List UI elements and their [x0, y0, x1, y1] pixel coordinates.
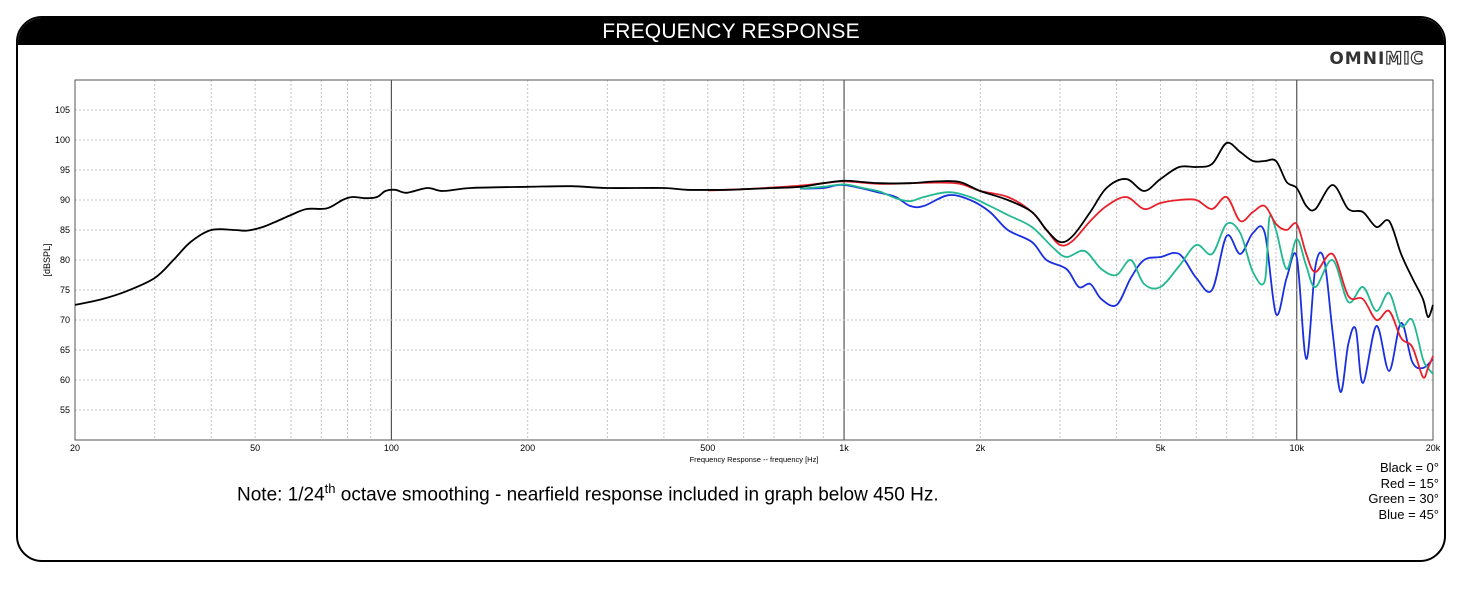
- y-tick-label: 75: [60, 285, 70, 295]
- y-axis-label: [dBSPL]: [42, 243, 52, 276]
- smoothing-note: Note: 1/24th octave smoothing - nearfiel…: [237, 481, 939, 506]
- series-line-black: [74, 141, 1434, 318]
- legend-item-blue: Blue = 45°: [1378, 506, 1440, 522]
- y-tick-label: 95: [60, 165, 70, 175]
- x-tick-label: 5k: [1156, 443, 1166, 453]
- note-prefix: Note: 1/24: [237, 484, 325, 506]
- x-tick-label: 200: [520, 443, 535, 453]
- y-tick-label: 105: [55, 105, 70, 115]
- note-suffix: octave smoothing - nearfield response in…: [335, 484, 939, 506]
- x-tick-label: 10k: [1289, 443, 1304, 453]
- legend-item-green: Green = 30°: [1368, 491, 1439, 506]
- y-tick-label: 65: [60, 345, 70, 355]
- chart-title: FREQUENCY RESPONSE: [18, 18, 1444, 45]
- y-tick-label: 55: [60, 405, 70, 415]
- plot-border: [74, 79, 1434, 441]
- logo-bold-text: OMNI: [1329, 49, 1386, 69]
- legend-item-red: Red = 15°: [1380, 475, 1439, 491]
- omnimic-logo: OMNIMIC: [1329, 48, 1424, 69]
- x-tick-label: 50: [250, 443, 260, 453]
- x-tick-label: 2k: [976, 443, 986, 453]
- legend: Black = 0° Red = 15° Green = 30° Blue = …: [1368, 460, 1439, 522]
- plot-area: [75, 80, 1433, 440]
- x-tick-label: 20k: [1426, 443, 1441, 453]
- series-line-green: [800, 183, 1434, 375]
- logo-outline-text: MIC: [1385, 48, 1424, 69]
- y-tick-label: 90: [60, 195, 70, 205]
- y-tick-label: 70: [60, 315, 70, 325]
- y-tick-label: 80: [60, 255, 70, 265]
- x-tick-label: 500: [700, 443, 715, 453]
- y-tick-label: 60: [60, 375, 70, 385]
- x-tick-label: 20: [70, 443, 80, 453]
- note-superscript: th: [324, 481, 336, 496]
- x-tick-label: 1k: [839, 443, 849, 453]
- y-tick-label: 100: [55, 135, 70, 145]
- y-tick-label: 85: [60, 225, 70, 235]
- x-axis-label: Frequency Response -- frequency [Hz]: [690, 455, 819, 464]
- legend-item-black: Black = 0°: [1379, 460, 1439, 475]
- x-tick-label: 100: [384, 443, 399, 453]
- series-line-blue: [800, 183, 1434, 393]
